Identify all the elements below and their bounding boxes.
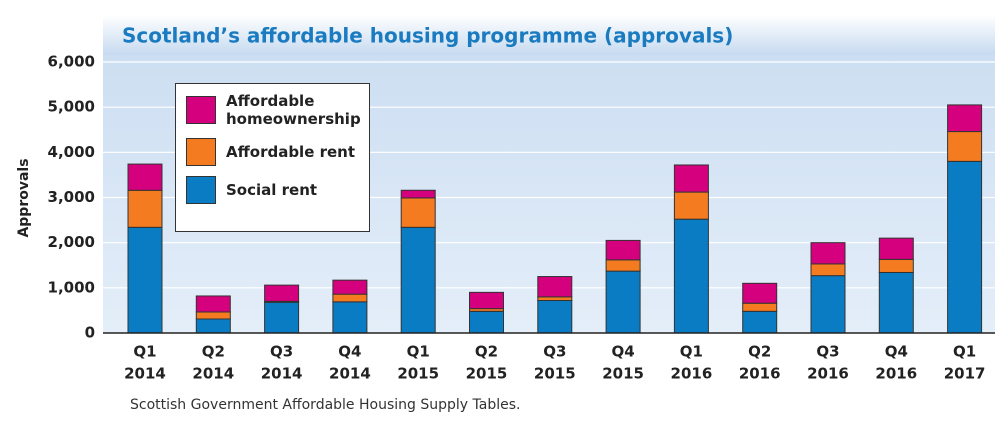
x-tick-label: 2015 [534, 365, 576, 383]
bar-segment [195, 295, 231, 313]
bar-segment [605, 259, 641, 272]
legend-label: Social rent [226, 181, 318, 199]
bar-segment [810, 263, 846, 277]
bar-segment [878, 258, 914, 273]
bar-segment [400, 226, 436, 334]
x-tick-label: Q1 [407, 343, 430, 361]
x-tick-label: Q2 [748, 343, 771, 361]
bar-segment [742, 310, 778, 334]
bar-segment [537, 296, 573, 301]
bar-segment [400, 189, 436, 199]
legend-entry: Affordable rent [186, 138, 359, 166]
x-tick-label: Q1 [953, 343, 976, 361]
bar-segment [605, 239, 641, 261]
y-tick-label: 5,000 [48, 98, 95, 116]
bar-segment [673, 191, 709, 220]
bar-segment [673, 218, 709, 334]
x-tick-label: 2016 [807, 365, 849, 383]
x-tick-label: Q4 [611, 343, 634, 361]
x-tick-label: Q1 [680, 343, 703, 361]
bar-segment [127, 163, 163, 191]
y-axis-label: Approvals [16, 158, 32, 237]
y-tick-label: 6,000 [48, 53, 95, 71]
x-tick-label: Q2 [475, 343, 498, 361]
legend-swatch [186, 96, 216, 124]
x-tick-label: Q3 [543, 343, 566, 361]
bar-segment [947, 104, 983, 133]
x-tick-label: 2014 [192, 365, 234, 383]
bar-segment [673, 164, 709, 193]
bar-segment [605, 270, 641, 334]
legend-entry: Affordable homeownership [186, 92, 361, 128]
x-tick-label: 2014 [329, 365, 371, 383]
x-tick-label: Q4 [885, 343, 908, 361]
y-tick-label: 2,000 [48, 233, 95, 251]
bar-segment [742, 282, 778, 304]
bar-segment [810, 275, 846, 334]
bar-segment [195, 311, 231, 320]
x-tick-label: 2015 [602, 365, 644, 383]
legend-entry: Social rent [186, 176, 359, 204]
legend-label: Affordable rent [226, 143, 356, 161]
x-tick-label: Q4 [338, 343, 361, 361]
bar-segment [332, 279, 368, 295]
x-tick-label: 2015 [466, 365, 508, 383]
source: Scottish Government Affordable Housing S… [130, 397, 520, 413]
bar-segment [947, 131, 983, 162]
bar-segment [742, 302, 778, 312]
bar-segment [537, 299, 573, 334]
bar-segment [400, 197, 436, 228]
bar-segment [537, 276, 573, 298]
x-tick-label: 2016 [671, 365, 713, 383]
y-tick-label: 3,000 [48, 188, 95, 206]
bar-segment [469, 291, 504, 310]
x-tick-label: 2015 [397, 365, 439, 383]
x-tick-label: 2016 [875, 365, 917, 383]
x-tick-label: Q3 [270, 343, 293, 361]
legend-swatch [186, 138, 216, 166]
legend-swatch [186, 176, 216, 204]
x-tick-label: 2014 [261, 365, 303, 383]
bar-segment [195, 318, 231, 334]
bar-segment [264, 301, 300, 334]
y-tick-label: 4,000 [48, 143, 95, 161]
bar-segment [127, 226, 163, 334]
x-tick-label: 2014 [124, 365, 166, 383]
bar-segment [878, 237, 914, 260]
bar-segment [810, 242, 846, 265]
x-tick-label: Q1 [133, 343, 156, 361]
y-tick-label: 0 [85, 324, 95, 342]
title-band [103, 15, 995, 55]
legend-label: Affordable homeownership [226, 92, 361, 128]
bar-segment [878, 271, 914, 334]
x-tick-label: 2016 [739, 365, 781, 383]
bar-segment [332, 301, 368, 334]
bar-segment [264, 284, 300, 302]
bar-segment [469, 310, 504, 334]
x-tick-label: 2017 [944, 365, 986, 383]
x-tick-label: Q3 [816, 343, 839, 361]
chart-title: Scotland’s affordable housing programme … [122, 24, 733, 48]
bar-segment [332, 293, 368, 303]
bar-segment [127, 189, 163, 228]
y-tick-label: 1,000 [48, 278, 95, 296]
bar-segment [947, 160, 983, 334]
x-tick-label: Q2 [202, 343, 225, 361]
legend: Affordable homeownership Affordable rent S… [175, 83, 370, 232]
